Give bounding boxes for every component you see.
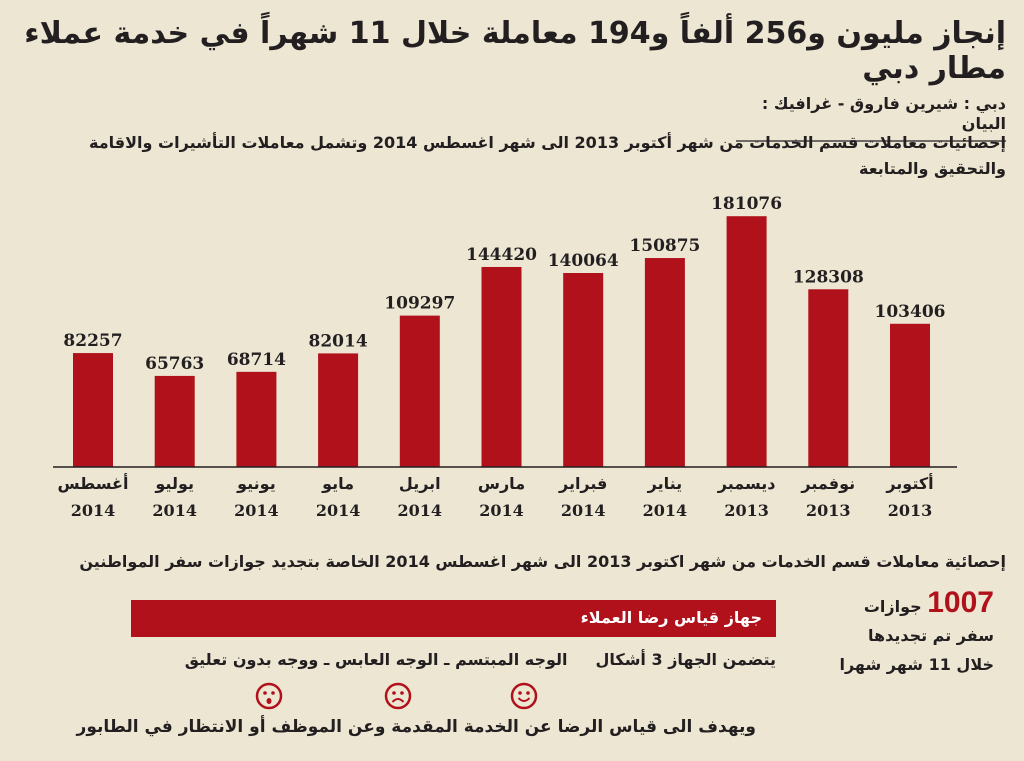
bar (73, 353, 113, 467)
x-tick-month: يناير (647, 474, 683, 493)
x-tick-month: أكتوبر (885, 473, 933, 493)
x-tick-year: 2014 (71, 501, 116, 520)
page-title: إنجاز مليون و256 ألفاً و194 معاملة خلال … (24, 16, 1006, 86)
x-tick-year: 2013 (724, 501, 769, 520)
bar-value-label: 68714 (227, 350, 286, 370)
bar (890, 323, 930, 467)
device-purpose: ويهدف الى قياس الرضا عن الخدمة المقدمة و… (76, 717, 756, 737)
passport-line2: سفر تم تجديدها (867, 626, 994, 645)
x-tick-year: 2014 (643, 501, 688, 520)
sad-face-icon (384, 682, 412, 710)
bar-value-label: 181076 (711, 194, 782, 214)
x-tick-month: ديسمبر (717, 474, 776, 493)
x-tick-year: 2014 (316, 501, 361, 520)
device-intro: يتضمن الجهاز 3 أشكال (595, 650, 777, 669)
faces-description: الوجه المبتسم ـ الوجه العابس ـ ووجه بدون… (184, 650, 568, 669)
x-tick-month: مايو (321, 474, 354, 493)
x-tick-year: 2014 (152, 501, 197, 520)
bar-value-label: 82014 (309, 331, 368, 351)
x-tick-month: أغسطس (58, 473, 129, 493)
x-tick-year: 2014 (561, 501, 606, 520)
x-tick-month: مارس (478, 474, 525, 493)
x-tick-year: 2014 (479, 501, 524, 520)
passport-stat: 1007 جوازات سفر تم تجديدها خلال 11 شهر ش… (824, 588, 994, 679)
bar (808, 289, 849, 467)
device-banner: جهاز قياس رضا العملاء (131, 600, 776, 637)
bar-value-label: 103406 (875, 302, 946, 322)
bar (481, 266, 522, 467)
passport-line3: خلال 11 شهر شهرا (839, 655, 994, 674)
bar-value-label: 65763 (145, 354, 204, 374)
x-tick-year: 2013 (888, 501, 933, 520)
bar (236, 371, 277, 467)
bar-chart: 103406 أكتوبر 2013 128308 نوفمبر 2013 181076 دي… (53, 194, 957, 520)
bar-value-label: 150875 (629, 236, 700, 256)
no-comment-face-icon (255, 682, 283, 710)
x-tick-month: ابريل (399, 474, 441, 493)
x-tick-month: يونيو (236, 474, 276, 493)
device-banner-label: جهاز قياس رضا العملاء (580, 608, 762, 627)
x-tick-year: 2013 (806, 501, 851, 520)
chart-subtitle: إحصائيات معاملات قسم الخدمات من شهر أكتو… (89, 133, 1006, 178)
device-description-row: يتضمن الجهاز 3 أشكال الوجه المبتسم ـ الو… (185, 650, 776, 669)
bar (399, 315, 440, 467)
x-tick-year: 2014 (398, 501, 443, 520)
bar (318, 353, 359, 467)
passport-count: 1007 (927, 586, 994, 619)
x-tick-month: يوليو (154, 474, 194, 493)
bar (726, 216, 767, 467)
bar (154, 375, 195, 467)
bar-value-label: 144420 (466, 245, 537, 265)
bar-value-label: 109297 (384, 294, 455, 314)
passport-line1: جوازات (863, 597, 922, 616)
passport-heading: إحصائية معاملات قسم الخدمات من شهر اكتوب… (79, 552, 1006, 571)
bar-value-label: 140064 (548, 251, 619, 271)
bar (563, 273, 604, 467)
x-tick-year: 2014 (234, 501, 279, 520)
x-tick-month: نوفمبر (800, 474, 855, 493)
bar-value-label: 82257 (63, 331, 122, 351)
x-tick-month: فبراير (558, 474, 607, 493)
smiley-face-icon (510, 682, 538, 710)
bar-value-label: 128308 (793, 267, 864, 287)
bar (644, 258, 685, 467)
byline: دبي : شيرين فاروق - غرافيك : البيان (736, 94, 1006, 142)
